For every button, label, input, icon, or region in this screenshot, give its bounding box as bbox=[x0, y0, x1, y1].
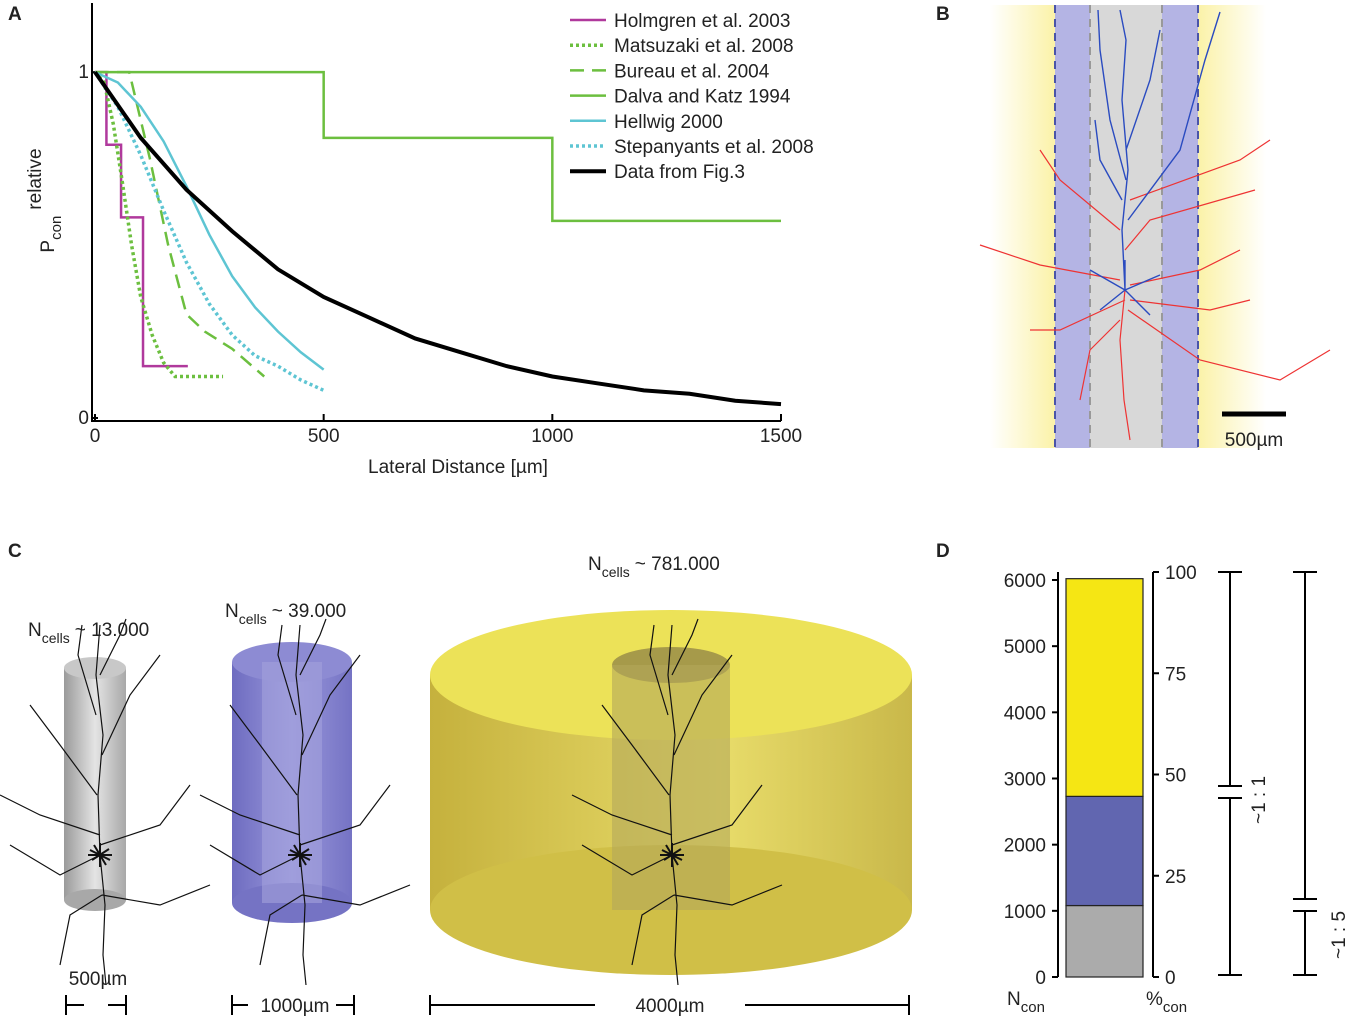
y-tick-label: 0 bbox=[1035, 968, 1046, 989]
axis-label: %con bbox=[1146, 989, 1187, 1016]
y2-tick-label: 50 bbox=[1165, 766, 1186, 787]
legend-label: Hellwig 2000 bbox=[614, 112, 723, 133]
y2-tick-label: 75 bbox=[1165, 664, 1186, 685]
y-tick-label: 3000 bbox=[1004, 770, 1046, 791]
bar-segment bbox=[1065, 904, 1144, 978]
x-axis-label: Lateral Distance [µm] bbox=[368, 457, 548, 478]
ratio-brackets bbox=[1218, 571, 1317, 976]
data-line bbox=[94, 71, 325, 371]
legend-label: Stepanyants et al. 2008 bbox=[614, 137, 814, 158]
y2-tick-label: 0 bbox=[1165, 968, 1176, 989]
data-line bbox=[93, 71, 325, 392]
subscript: con bbox=[1021, 999, 1045, 1016]
ratio-label: ~1 : 5 bbox=[1329, 911, 1350, 959]
subscript: cells bbox=[239, 611, 267, 627]
cylinder bbox=[64, 668, 126, 900]
scale-label: 1000µm bbox=[260, 996, 329, 1017]
inner-cylinder bbox=[262, 662, 322, 903]
scale-label: 4000µm bbox=[635, 996, 704, 1017]
data-line bbox=[93, 71, 224, 379]
y-tick-label: 2000 bbox=[1004, 836, 1046, 857]
cell-count: Ncells ~ 781.000 bbox=[588, 554, 720, 580]
symbol: N bbox=[225, 601, 239, 622]
panel-label: C bbox=[8, 541, 22, 562]
scale-bars bbox=[65, 995, 910, 1015]
neuron-dendrite bbox=[1089, 9, 1221, 316]
panel-d: 0 1000 2000 3000 4000 5000 6000 0 25 50 75 100 Ncon%… bbox=[1004, 563, 1350, 1016]
y-tick-label: 0 bbox=[78, 408, 89, 429]
bar-segment bbox=[1065, 578, 1144, 797]
symbol: N bbox=[28, 620, 42, 641]
y-tick-label: 4000 bbox=[1004, 703, 1046, 724]
band-borders bbox=[1054, 5, 1199, 448]
cylinder-top bbox=[64, 657, 126, 679]
cell-count: Ncells ~ 13.000 bbox=[28, 620, 149, 646]
x-tick-label: 0 bbox=[90, 426, 101, 447]
subscript: con bbox=[48, 216, 65, 240]
subscript: cells bbox=[602, 564, 630, 580]
panel-b: 500µm bbox=[979, 5, 1331, 451]
data-line bbox=[93, 71, 782, 407]
symbol: % bbox=[1146, 989, 1163, 1010]
data-line bbox=[95, 70, 188, 368]
y-tick-label: 5000 bbox=[1004, 637, 1046, 658]
superscript: relative bbox=[25, 148, 46, 209]
y-tick-label: 1 bbox=[78, 62, 89, 83]
legend-label: Holmgren et al. 2003 bbox=[614, 11, 790, 32]
symbol: N bbox=[588, 554, 602, 575]
y2-tick-label: 25 bbox=[1165, 867, 1186, 888]
symbol: P bbox=[38, 240, 59, 253]
x-tick-label: 500 bbox=[308, 426, 340, 447]
yellow-band bbox=[990, 5, 1055, 448]
subscript: cells bbox=[42, 630, 70, 646]
panel-c-text: Ncells ~ 13.000 500µm Ncells ~ 39.000 1000µm N… bbox=[28, 554, 720, 1017]
panel-label: B bbox=[936, 4, 950, 25]
legend-label: Dalva and Katz 1994 bbox=[614, 87, 791, 108]
axis-label: Pconrelative bbox=[25, 148, 65, 252]
data-line bbox=[95, 70, 266, 378]
x-tick-label: 1500 bbox=[760, 426, 802, 447]
panel-c bbox=[0, 610, 912, 1015]
count: ~ 781.000 bbox=[635, 554, 720, 575]
symbol: N bbox=[1007, 989, 1021, 1010]
y-tick-label: 1000 bbox=[1004, 902, 1046, 923]
y-tick-label: 6000 bbox=[1004, 571, 1046, 592]
panel-label: A bbox=[8, 4, 22, 25]
legend-label: Matsuzaki et al. 2008 bbox=[614, 36, 794, 57]
ratio-label: ~1 : 1 bbox=[1249, 776, 1270, 824]
scale-label: 500µm bbox=[1225, 430, 1283, 451]
count: ~ 39.000 bbox=[272, 601, 347, 622]
bar-segment bbox=[1065, 795, 1144, 907]
axis-label: Ncon bbox=[1007, 989, 1045, 1016]
y2-tick-label: 100 bbox=[1165, 563, 1197, 584]
panel-label: D bbox=[936, 541, 950, 562]
panel-a: 0 500 1000 1500 0 1 Lateral Distance [µm] Pconr… bbox=[25, 3, 814, 478]
neuron-axon bbox=[979, 139, 1331, 441]
yellow-band bbox=[1198, 5, 1266, 448]
x-tick-label: 1000 bbox=[531, 426, 573, 447]
subscript: con bbox=[1163, 999, 1187, 1016]
scale-label: 500µm bbox=[69, 969, 127, 990]
count: ~ 13.000 bbox=[75, 620, 150, 641]
cell-count: Ncells ~ 39.000 bbox=[225, 601, 346, 627]
legend-label: Bureau et al. 2004 bbox=[614, 61, 770, 82]
legend-label: Data from Fig.3 bbox=[614, 162, 745, 183]
data-line bbox=[95, 70, 781, 223]
